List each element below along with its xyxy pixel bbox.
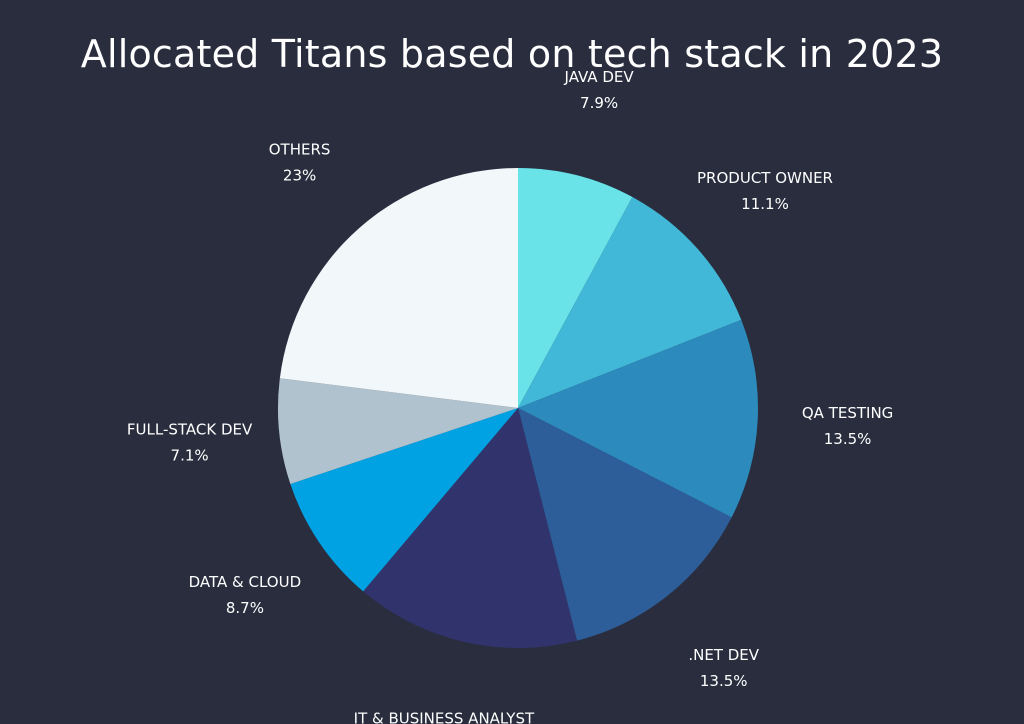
slice-value-qa-testing: 13.5%	[824, 430, 872, 448]
pie-slice-full-stack-dev	[277, 378, 518, 485]
pie-labels: JAVA DEV 7.9% PRODUCT OWNER 11.1% QA TESTING…	[127, 68, 893, 724]
slice-label-net-dev: .NET DEV	[688, 646, 759, 664]
pie-slice-others	[279, 168, 518, 408]
slice-label-others: OTHERS	[269, 141, 331, 159]
slice-label-qa-testing: QA TESTING	[802, 404, 893, 422]
pie-slices	[277, 168, 758, 648]
pie-slice-it-and-business-analyst	[363, 408, 578, 648]
pie-slice-java-dev	[518, 168, 633, 408]
pie-slice-qa-testing	[518, 319, 758, 518]
slice-value-full-stack-dev: 7.1%	[171, 447, 209, 465]
slice-label-data-and-cloud: DATA & CLOUD	[189, 573, 302, 591]
slice-value-java-dev: 7.9%	[580, 94, 618, 112]
slice-value-net-dev: 13.5%	[700, 672, 748, 690]
slice-label-product-owner: PRODUCT OWNER	[697, 169, 833, 187]
slice-label-full-stack-dev: FULL-STACK DEV	[127, 421, 253, 439]
slice-value-product-owner: 11.1%	[741, 195, 789, 213]
pie-slice-data-and-cloud	[290, 408, 518, 592]
pie-slice-product-owner	[518, 197, 742, 408]
slice-value-data-and-cloud: 8.7%	[226, 599, 264, 617]
pie-slice-net-dev	[518, 408, 732, 641]
slice-label-it-and-business-analyst: IT & BUSINESS ANALYST	[354, 710, 535, 724]
chart-title: Allocated Titans based on tech stack in …	[80, 32, 944, 76]
slice-value-others: 23%	[283, 167, 316, 185]
slice-label-java-dev: JAVA DEV	[564, 68, 635, 86]
